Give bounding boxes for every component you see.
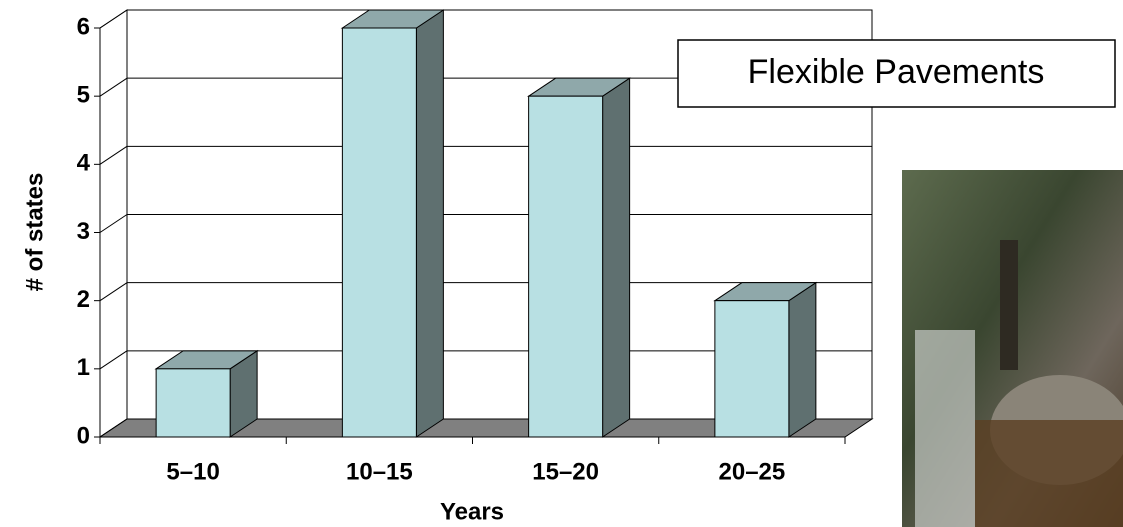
bar-front xyxy=(714,300,790,438)
y-tick-label: 1 xyxy=(77,354,90,381)
photo xyxy=(902,170,1123,527)
bar xyxy=(154,349,259,438)
y-tick-label: 4 xyxy=(77,150,91,177)
grid-line xyxy=(99,350,128,370)
y-tick-label: 3 xyxy=(77,218,90,245)
y-axis-label: # of states xyxy=(21,173,48,292)
bar xyxy=(340,9,446,438)
x-tick-label: 5–10 xyxy=(166,458,219,485)
bar-side xyxy=(415,9,444,438)
x-tick-label: 15–20 xyxy=(532,458,599,485)
annotation-box: Flexible Pavements xyxy=(677,39,1116,108)
grid-line xyxy=(99,145,128,165)
annotation: Flexible Pavements xyxy=(748,53,1045,91)
grid-line xyxy=(99,418,128,438)
grid-line xyxy=(99,77,128,97)
bar-front xyxy=(155,368,231,438)
plot-area: 0 1 2 3 4 5 6 5–10 10–15 15–20 20–25 xyxy=(77,9,874,485)
grid-line xyxy=(99,214,128,233)
y-tick-label: 6 xyxy=(77,13,90,40)
x-tick-label: 20–25 xyxy=(719,458,786,485)
bar-side xyxy=(602,77,631,438)
bar xyxy=(713,281,818,438)
y-tick-label: 2 xyxy=(77,286,90,313)
x-axis-label: Years xyxy=(440,498,504,525)
x-tick-label: 10–15 xyxy=(346,458,413,485)
bar xyxy=(526,77,632,438)
grid-line xyxy=(99,9,128,29)
bar-front xyxy=(528,95,604,438)
y-tick-label: 0 xyxy=(77,422,90,449)
grid-line xyxy=(99,282,128,302)
bar-side xyxy=(788,281,817,438)
y-tick-label: 5 xyxy=(77,82,90,109)
bar-front xyxy=(341,27,417,438)
